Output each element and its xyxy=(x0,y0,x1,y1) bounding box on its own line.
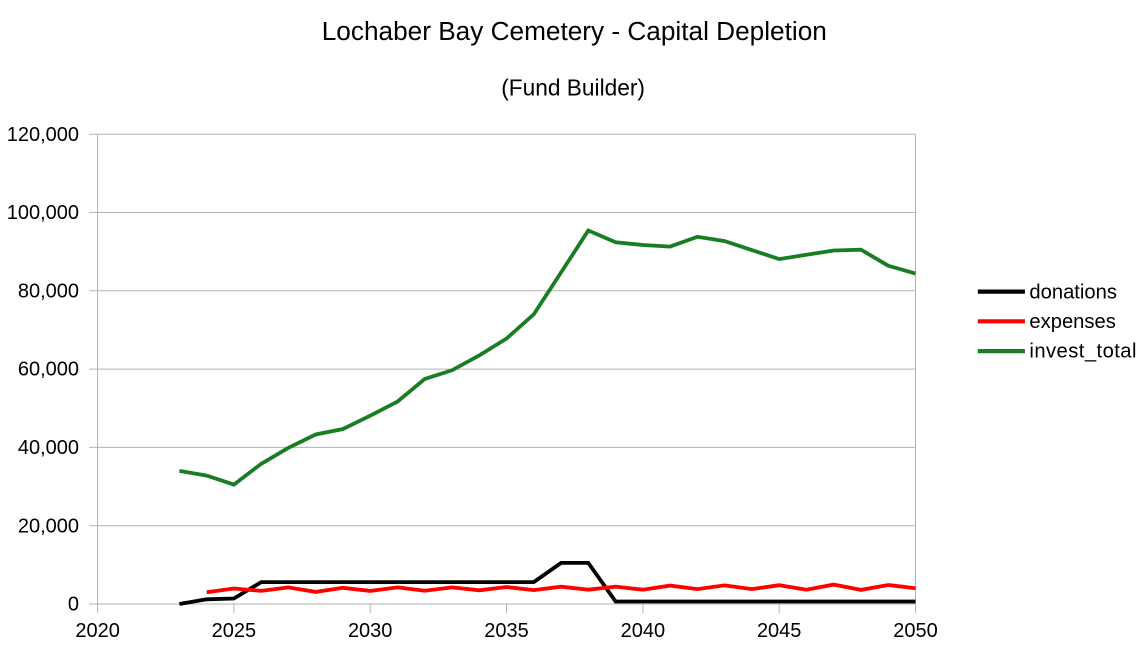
svg-text:(Fund Builder): (Fund Builder) xyxy=(501,74,645,100)
svg-text:2035: 2035 xyxy=(484,620,529,642)
svg-text:donations: donations xyxy=(1029,281,1117,303)
svg-text:2020: 2020 xyxy=(75,620,120,642)
svg-text:2045: 2045 xyxy=(757,620,802,642)
svg-text:2025: 2025 xyxy=(212,620,257,642)
svg-text:60,000: 60,000 xyxy=(18,359,79,381)
svg-text:2050: 2050 xyxy=(893,620,938,642)
svg-text:0: 0 xyxy=(68,594,79,616)
svg-text:expenses: expenses xyxy=(1029,311,1115,333)
svg-text:2040: 2040 xyxy=(621,620,666,642)
svg-text:20,000: 20,000 xyxy=(18,515,79,537)
svg-text:100,000: 100,000 xyxy=(7,202,79,224)
svg-text:40,000: 40,000 xyxy=(18,437,79,459)
svg-text:80,000: 80,000 xyxy=(18,280,79,302)
svg-text:invest_total: invest_total xyxy=(1029,340,1137,362)
svg-text:2030: 2030 xyxy=(348,620,393,642)
svg-text:Lochaber Bay Cemetery - Capita: Lochaber Bay Cemetery - Capital Depletio… xyxy=(322,16,827,46)
svg-text:120,000: 120,000 xyxy=(7,124,79,146)
